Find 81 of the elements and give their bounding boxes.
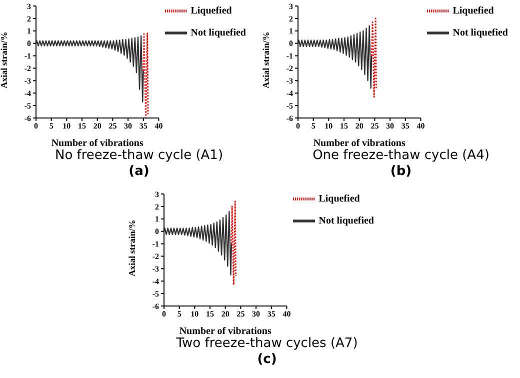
y-tick-label: -3 [24, 76, 31, 86]
y-tick-label: 0 [27, 39, 31, 48]
line-series [36, 35, 144, 102]
y-tick-label: 1 [27, 26, 31, 36]
x-tick-label: 30 [386, 122, 394, 131]
x-tick-label: 40 [282, 310, 291, 319]
x-tick-label: 0 [162, 310, 166, 319]
y-axis-title: Axial strain/% [127, 220, 138, 276]
y-tick-label: 2 [155, 202, 159, 212]
y-tick-label: -5 [24, 101, 31, 110]
x-tick-label: 25 [370, 122, 379, 131]
y-tick-label: -4 [286, 88, 293, 98]
y-tick-label: -5 [286, 101, 293, 110]
text: (a) [128, 164, 150, 180]
y-tick-label: -2 [24, 64, 31, 74]
line-series [370, 18, 377, 98]
text: (c) [256, 352, 278, 368]
y-tick-label: 0 [155, 227, 159, 236]
y-tick-label: -3 [152, 264, 159, 274]
x-tick-label: 10 [324, 122, 333, 131]
x-tick-label: 35 [401, 122, 410, 131]
x-tick-label: 20 [355, 122, 364, 131]
y-tick-label: 2 [27, 14, 31, 24]
y-tick-label: -5 [152, 289, 159, 298]
x-axis-title: Number of vibrations [313, 138, 406, 149]
x-tick-label: 5 [49, 122, 54, 131]
text: No freeze-thaw cycle (A1) [54, 148, 224, 164]
line-series [298, 25, 372, 89]
y-axis-title: Axial strain/% [0, 32, 10, 88]
y-tick-label: -4 [24, 88, 31, 98]
y-tick-label: 3 [289, 2, 293, 11]
y-axis-title: Axial strain/% [261, 32, 272, 88]
x-tick-label: 20 [221, 310, 230, 319]
y-tick-label: -2 [152, 252, 159, 262]
x-tick-label: 0 [296, 122, 300, 131]
x-axis-title: Number of vibrations [179, 326, 272, 337]
y-tick-label: -1 [152, 240, 159, 249]
y-tick-label: -3 [286, 76, 293, 86]
x-tick-label: 10 [62, 122, 71, 131]
x-tick-label: 15 [78, 122, 86, 131]
x-tick-label: 25 [108, 122, 117, 131]
legend-label: Liquefied [318, 193, 360, 204]
y-tick-label: 0 [289, 39, 293, 48]
y-tick-label: -1 [286, 52, 293, 61]
text: Two freeze-thaw cycles (A7) [175, 336, 359, 352]
text: One freeze-thaw cycle (A4) [312, 148, 490, 164]
line-series [230, 200, 236, 286]
y-tick-label: 3 [155, 190, 159, 199]
legend-label: Liquefied [452, 5, 494, 16]
x-tick-label: 40 [154, 122, 163, 131]
x-tick-label: 5 [177, 310, 182, 319]
y-tick-label: -6 [286, 114, 293, 123]
legend-label: Not liquefied [318, 215, 374, 226]
y-tick-label: -6 [152, 302, 159, 311]
x-tick-label: 35 [267, 310, 276, 319]
legend-label: Not liquefied [190, 27, 246, 38]
x-tick-label: 20 [93, 122, 102, 131]
y-tick-label: 1 [155, 214, 159, 224]
x-tick-label: 30 [252, 310, 260, 319]
legend-label: Not liquefied [452, 27, 508, 38]
line-series [164, 210, 232, 276]
x-tick-label: 40 [416, 122, 425, 131]
legend-label: Liquefied [190, 5, 232, 16]
x-tick-label: 15 [206, 310, 214, 319]
x-tick-label: 10 [190, 310, 199, 319]
x-tick-label: 30 [124, 122, 132, 131]
x-tick-label: 35 [139, 122, 148, 131]
y-tick-label: 1 [289, 26, 293, 36]
y-tick-label: 2 [289, 14, 293, 24]
x-tick-label: 0 [34, 122, 38, 131]
x-tick-label: 15 [340, 122, 348, 131]
x-axis-title: Number of vibrations [51, 138, 144, 149]
y-tick-label: 3 [27, 2, 31, 11]
y-tick-label: -4 [152, 276, 159, 286]
y-tick-label: -1 [24, 52, 31, 61]
x-tick-label: 5 [311, 122, 316, 131]
x-tick-label: 25 [236, 310, 245, 319]
text: (b) [389, 164, 413, 180]
y-tick-label: -6 [24, 114, 31, 123]
line-series [142, 32, 149, 118]
y-tick-label: -2 [286, 64, 293, 74]
